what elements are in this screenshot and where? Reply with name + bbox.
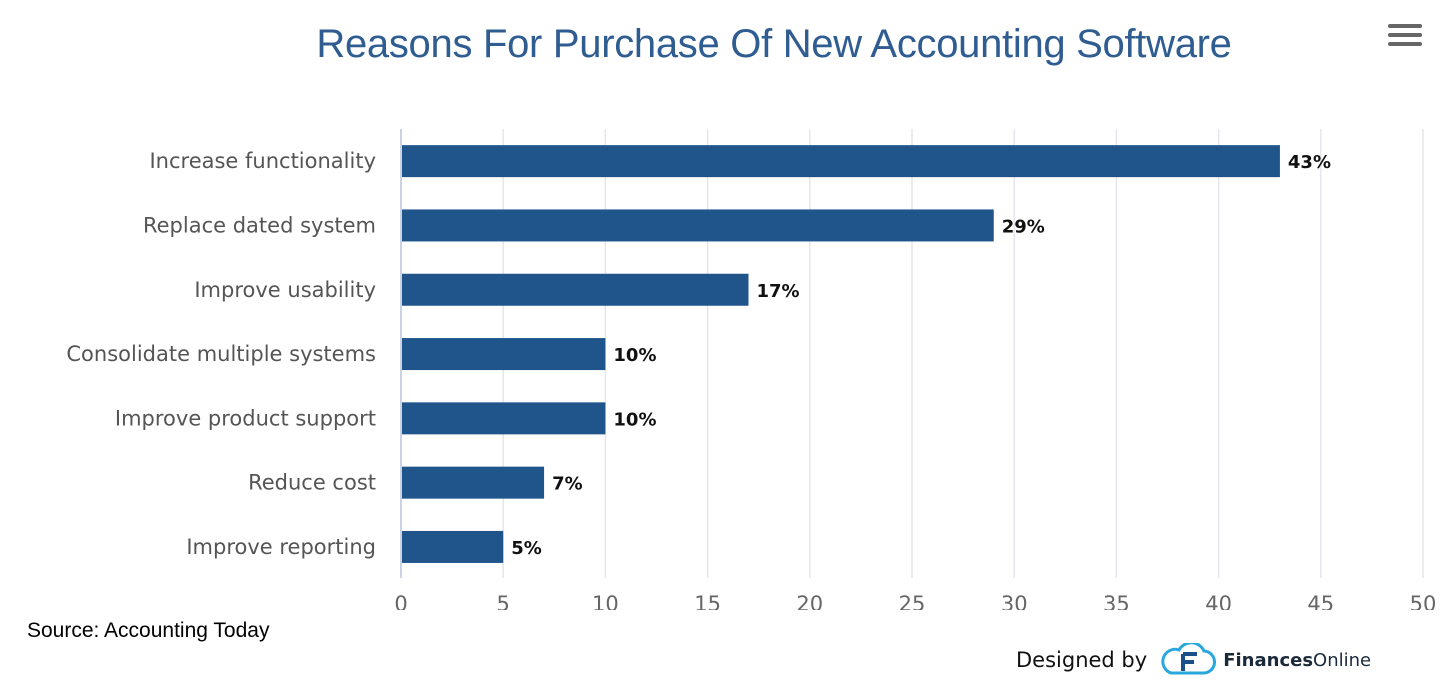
- x-tick-label: 25: [899, 592, 926, 610]
- source-note: Source: Accounting Today: [27, 619, 270, 642]
- category-label: Improve usability: [194, 278, 376, 302]
- category-label: Reduce cost: [248, 471, 376, 495]
- x-tick-label: 30: [1001, 592, 1028, 610]
- x-tick-label: 20: [796, 592, 823, 610]
- x-tick-label: 45: [1307, 592, 1334, 610]
- bar[interactable]: [402, 466, 545, 499]
- bar-chart: 0 5 10 15 20 25 30 35 40 45 50 Increase functional…: [66, 129, 1437, 610]
- bar[interactable]: [402, 338, 606, 371]
- credit-label: Designed by: [1016, 648, 1148, 672]
- x-tick-label: 0: [394, 592, 407, 610]
- bar[interactable]: [402, 530, 504, 563]
- category-label: Replace dated system: [143, 213, 376, 237]
- bar[interactable]: [402, 402, 606, 435]
- category-label: Consolidate multiple systems: [66, 342, 376, 366]
- data-label: 43%: [1288, 152, 1331, 173]
- bar[interactable]: [402, 209, 994, 242]
- designer-credit[interactable]: Designed by Finances Online: [1016, 640, 1371, 680]
- data-label: 10%: [613, 409, 656, 430]
- category-label: Increase functionality: [149, 149, 376, 173]
- x-tick-label: 40: [1205, 592, 1232, 610]
- x-tick-label: 50: [1410, 592, 1437, 610]
- data-label: 5%: [511, 538, 542, 559]
- bar[interactable]: [402, 273, 749, 306]
- category-label: Improve product support: [115, 406, 376, 430]
- brand-name-bold: Finances: [1223, 649, 1314, 671]
- x-tick-label: 35: [1103, 592, 1130, 610]
- finances-online-cloud-icon: [1161, 643, 1217, 675]
- data-label: 7%: [552, 474, 583, 495]
- brand-name-regular: Online: [1313, 649, 1372, 671]
- data-label: 10%: [613, 345, 656, 366]
- x-tick-label: 15: [694, 592, 721, 610]
- data-label: 17%: [756, 281, 799, 302]
- bar[interactable]: [402, 145, 1280, 178]
- data-label: 29%: [1002, 216, 1045, 237]
- x-tick-label: 5: [497, 592, 510, 610]
- category-label: Improve reporting: [186, 535, 376, 559]
- hamburger-menu-icon[interactable]: [1388, 24, 1422, 52]
- x-tick-label: 10: [592, 592, 619, 610]
- chart-title: Reasons For Purchase Of New Accounting S…: [316, 22, 1232, 66]
